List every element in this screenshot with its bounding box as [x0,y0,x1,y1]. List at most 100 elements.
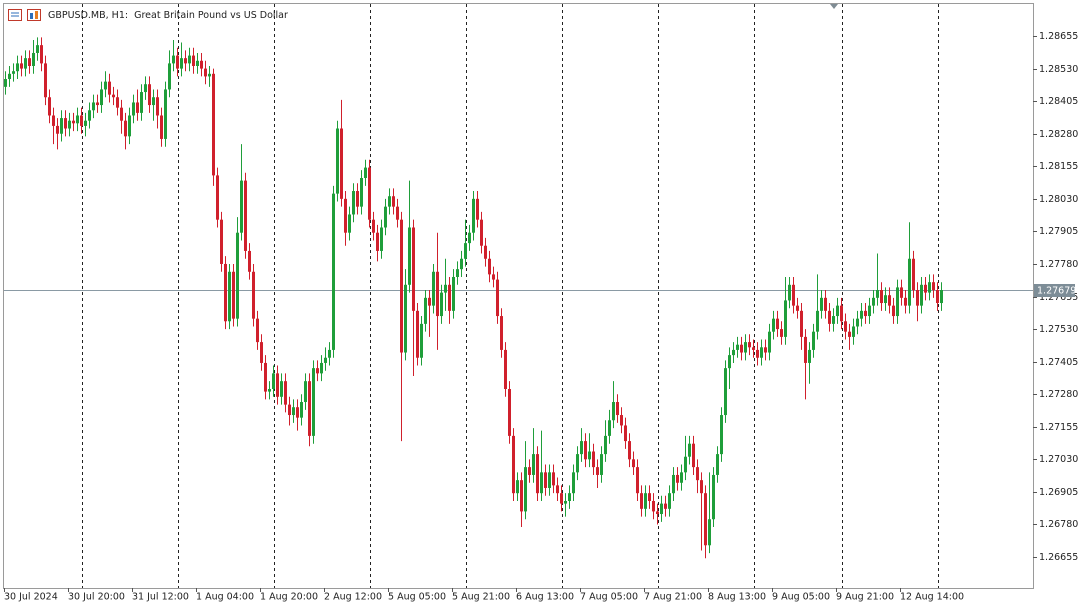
candle-body [524,467,527,512]
candle-body [312,368,315,436]
candle-body [648,493,651,501]
candle-body [528,467,531,475]
x-tick-label: 1 Aug 20:00 [260,592,318,603]
candle-body [184,58,187,64]
candle-body [844,321,847,332]
x-tick-label: 1 Aug 04:00 [196,592,254,603]
candle-body [348,214,351,233]
candle-body [856,318,859,327]
candle-body [332,193,335,350]
candle-body [80,115,83,126]
candle-body [696,467,699,481]
candle-body [216,175,219,220]
candle-body [800,310,803,337]
candle-body [4,79,7,87]
candle-body [448,284,451,311]
candle-body [808,349,811,363]
candle-body [880,290,883,304]
candle-body [212,73,215,176]
candle-body [200,60,203,69]
candle-body [716,454,719,475]
candle-body [76,115,79,124]
y-tick-label: 1.27530 [1039,324,1078,335]
y-tick-label: 1.28655 [1039,31,1078,42]
candle-body [400,219,403,353]
candle-body [652,500,655,512]
candle-body [680,472,683,483]
candle-body [356,191,359,207]
candle-body [56,125,59,134]
candle-body [760,347,763,358]
candle-body [280,381,283,397]
candle-body [160,115,163,139]
candle-body [192,55,195,66]
candle-body [268,388,271,392]
candle-body [428,297,431,306]
candle-body [452,276,455,311]
candle-body [16,63,19,72]
y-tick-label: 1.27905 [1039,226,1078,237]
candle-body [72,120,75,124]
candle-body [476,198,479,220]
candle-body [588,451,591,460]
candle-body [780,329,783,337]
candle-body [728,355,731,369]
candle-body [364,167,367,179]
candle-body [672,474,675,494]
candle-body [260,342,263,363]
candle-body [248,250,251,272]
candle-body [408,227,411,285]
candle-body [796,305,799,311]
candle-body [96,102,99,106]
x-tick-label: 30 Jul 2024 [4,592,58,603]
x-tick-label: 31 Jul 12:00 [132,592,189,603]
y-tick-label: 1.27155 [1039,422,1078,433]
candle-body [636,467,639,494]
candle-body [756,349,759,358]
candle-body [420,323,423,358]
candle-body [456,269,459,277]
candle-body [656,511,659,515]
candle-body [584,441,587,460]
x-tick-label: 6 Aug 13:00 [516,592,574,603]
candle-body [320,362,323,374]
candle-body [144,84,147,93]
candle-body [148,84,151,106]
candle-body [836,305,839,317]
candle-body [748,342,751,348]
x-tick-label: 12 Aug 14:00 [900,592,964,603]
candle-body [896,287,899,317]
candle-body [188,55,191,64]
candle-body [512,435,515,494]
candle-body [424,297,427,324]
candle-body [592,451,595,468]
candle-body [720,415,723,455]
candle-body [328,349,331,358]
candle-body [788,284,791,301]
candle-body [628,441,631,460]
candle-body [124,120,127,137]
candle-body [644,493,647,509]
candle-body [660,503,663,515]
candle-body [740,344,743,353]
candle-body [872,297,875,306]
candle-body [904,297,907,306]
candle-body [480,219,483,246]
candle-body [484,245,487,259]
candle-body [472,198,475,233]
candle-body [112,94,115,98]
candle-body [156,97,159,116]
candle-body [304,381,307,403]
x-tick-label: 2 Aug 12:00 [324,592,382,603]
candle-body [288,404,291,416]
candle-body [44,63,47,98]
candle-body [732,349,735,356]
candle-body [196,60,199,66]
candle-body [916,290,919,306]
candle-body [632,459,635,468]
candle-body [568,493,571,501]
candle-body [284,381,287,405]
candle-body [488,258,491,275]
y-tick-label: 1.26655 [1039,552,1078,563]
candle-body [928,282,931,293]
